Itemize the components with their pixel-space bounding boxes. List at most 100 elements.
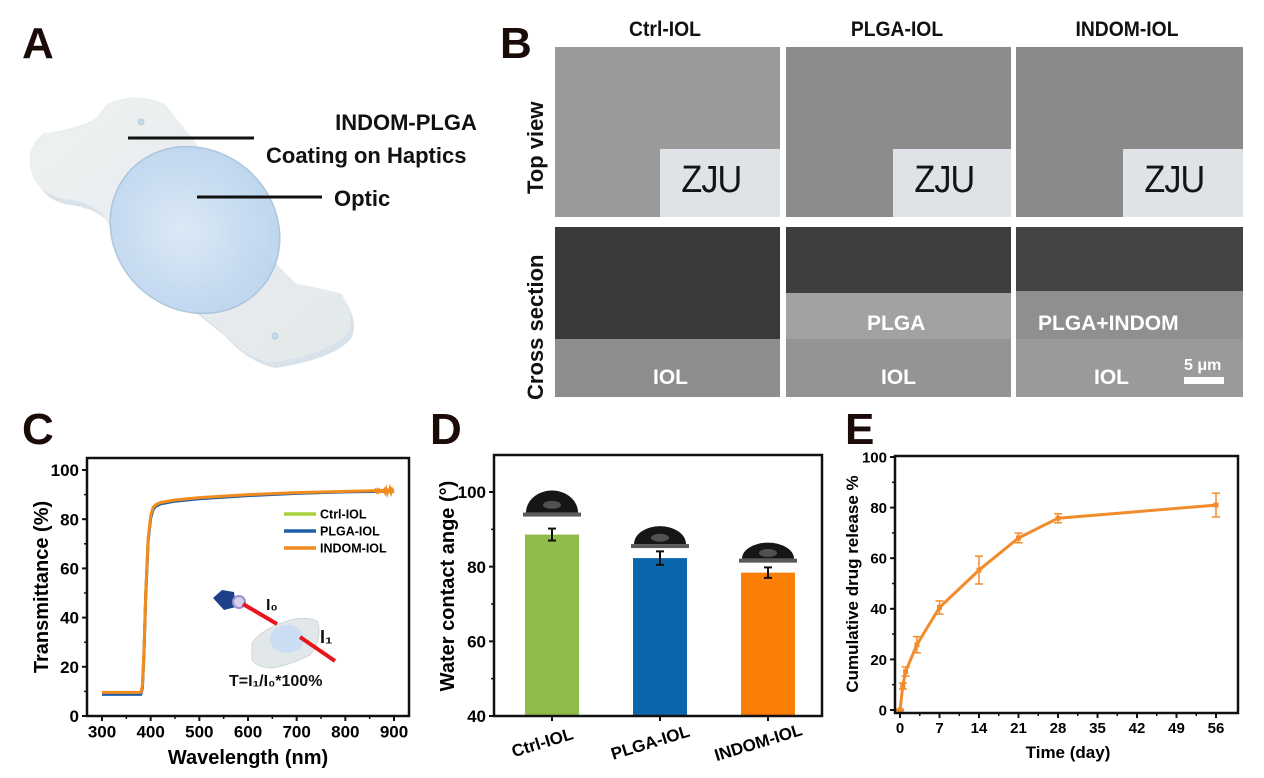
- y-tick-label: 100: [862, 449, 887, 466]
- x-tick-label: 49: [1168, 720, 1185, 737]
- y-tick-label: 20: [870, 652, 887, 669]
- data-point: [976, 567, 982, 573]
- y-tick-label: 60: [60, 560, 79, 579]
- sem-top-view-plga: ZJU: [786, 47, 1011, 217]
- x-tick-label: 500: [185, 723, 213, 742]
- legend-label-ctrl-iol: Ctrl-IOL: [320, 508, 367, 522]
- iol-optic: [109, 145, 281, 315]
- droplet-substrate: [631, 544, 689, 549]
- x-tick-label: 600: [234, 723, 262, 742]
- x-tick-label: 800: [331, 723, 359, 742]
- series-noise-tail: [373, 483, 395, 499]
- column-title-plga: PLGA-IOL: [850, 18, 944, 41]
- panel-letter-e: E: [845, 405, 875, 454]
- plot-frame: [492, 453, 824, 718]
- panel-letter-d: D: [430, 405, 462, 454]
- x-tick-label: 0: [896, 720, 904, 737]
- column-title-indom: INDOM-IOL: [1075, 18, 1179, 41]
- x-tick-label: 14: [971, 720, 988, 737]
- scale-bar: [1184, 377, 1224, 384]
- droplet-substrate: [739, 558, 797, 563]
- inset-text: ZJU: [681, 159, 742, 201]
- sem-top-view-indom: ZJU: [1016, 47, 1243, 217]
- column-title-ctrl: Ctrl-IOL: [629, 18, 701, 41]
- layer-label-plga-indom: PLGA+INDOM: [1038, 312, 1179, 335]
- droplet-substrate: [523, 512, 581, 517]
- data-point: [1213, 502, 1219, 508]
- inset-text: ZJU: [1144, 159, 1205, 201]
- release-line: [898, 503, 1217, 711]
- transmitted-intensity-label: I₁: [320, 627, 333, 647]
- x-tick-label: 35: [1089, 720, 1106, 737]
- y-axis-label: Water contact ange (°): [437, 481, 459, 692]
- data-point: [1055, 515, 1061, 521]
- haptics-annotation-line2: Coating on Haptics: [266, 143, 467, 168]
- iol-layer: [555, 339, 780, 397]
- sem-top-view-ctrl: ZJU: [555, 47, 780, 217]
- inset-text: ZJU: [914, 159, 975, 201]
- optic-annotation: Optic: [334, 186, 391, 211]
- y-tick-label: 60: [467, 632, 486, 651]
- sem-cross-section-indom: PLGA+INDOM IOL 5 μm: [1016, 227, 1243, 397]
- y-tick-label: 40: [60, 609, 79, 628]
- sem-cross-section-ctrl: IOL: [555, 227, 780, 397]
- iol-layer: [786, 339, 1011, 397]
- y-axis-label: Cumulative drug release %: [843, 475, 862, 692]
- iol-photo-inset: ZJU: [893, 149, 1011, 217]
- droplet-highlight: [651, 533, 669, 542]
- data-point: [1016, 535, 1021, 541]
- iol-photo-inset: ZJU: [660, 149, 780, 217]
- layer-label-iol: IOL: [881, 366, 916, 389]
- iol-illustration: [29, 97, 354, 368]
- data-point: [900, 683, 906, 689]
- data-point: [937, 605, 942, 611]
- data-point: [914, 642, 920, 648]
- sem-cross-section-plga: PLGA IOL: [786, 227, 1011, 397]
- transmittance-formula: T=I₁/I₀*100%: [229, 673, 323, 690]
- y-axis-label: Transmittance (%): [31, 501, 53, 673]
- x-tick-label: 42: [1129, 720, 1146, 737]
- iol-layer: [1016, 339, 1243, 397]
- x-tick-label: 28: [1050, 720, 1067, 737]
- y-tick-label: 40: [870, 601, 887, 618]
- x-tick-label: 21: [1010, 720, 1027, 737]
- y-tick-label: 40: [467, 707, 486, 726]
- panel-letter-c: C: [22, 405, 54, 454]
- legend-label-indom-iol: INDOM-IOL: [320, 542, 387, 556]
- panel-letter-a: A: [22, 19, 54, 68]
- plga-layer: [786, 293, 1011, 339]
- incident-intensity-label: I₀: [266, 597, 278, 614]
- x-tick-label: 900: [380, 723, 408, 742]
- y-tick-label: 60: [870, 551, 887, 568]
- bar-ctrl-iol: [525, 534, 579, 716]
- data-point: [903, 669, 909, 675]
- y-tick-label: 80: [870, 500, 887, 517]
- x-axis-label: Wavelength (nm): [168, 747, 328, 769]
- x-axis-label: Time (day): [1026, 743, 1111, 762]
- plot-frame: [893, 454, 1240, 715]
- x-tick-label: 300: [88, 723, 116, 742]
- x-tick-label: 7: [935, 720, 943, 737]
- layer-label-iol: IOL: [1094, 366, 1129, 389]
- bar-indom-iol: [741, 572, 795, 716]
- plga-indom-layer: [1016, 291, 1243, 339]
- panel-letter-b: B: [500, 19, 532, 68]
- layer-label-iol: IOL: [653, 366, 688, 389]
- x-tick-label: 56: [1208, 720, 1225, 737]
- y-tick-label: 80: [467, 558, 486, 577]
- y-tick-label: 100: [458, 483, 486, 502]
- y-tick-label: 0: [879, 702, 887, 719]
- series-line-indom-iol: [102, 488, 395, 694]
- iol-photo-inset: ZJU: [1123, 149, 1243, 217]
- scale-bar-label: 5 μm: [1184, 357, 1222, 374]
- layer-label-plga: PLGA: [867, 312, 926, 335]
- bar-plga-iol: [633, 558, 687, 716]
- x-tick-label: 400: [136, 723, 164, 742]
- y-tick-label: 80: [60, 510, 79, 529]
- data-point: [897, 707, 903, 713]
- y-tick-label: 100: [51, 461, 79, 480]
- y-tick-label: 0: [70, 707, 79, 726]
